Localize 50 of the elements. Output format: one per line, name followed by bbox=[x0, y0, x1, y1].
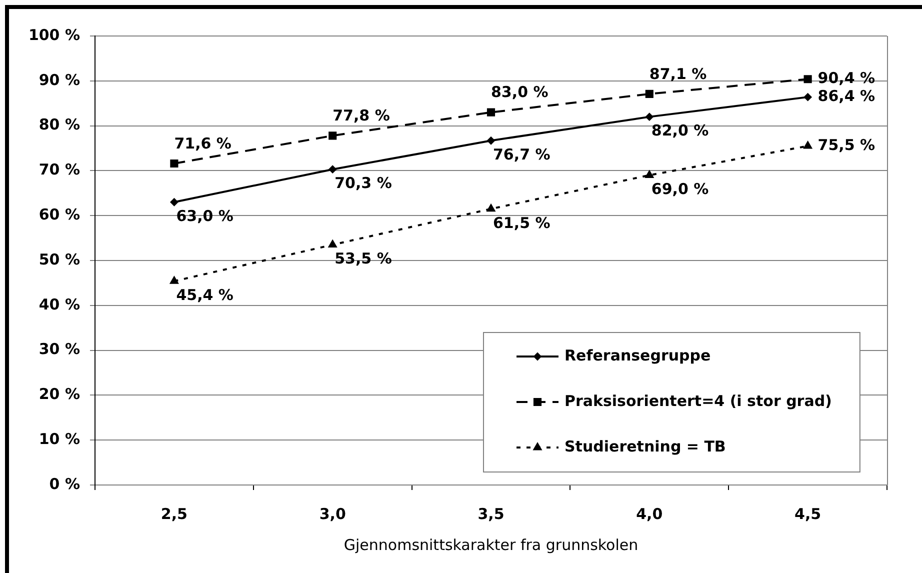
point bbox=[170, 159, 178, 168]
point bbox=[645, 170, 654, 178]
data-label: 76,7 % bbox=[493, 146, 550, 164]
y-tick-label: 40 % bbox=[38, 295, 80, 314]
legend-label: Referansegruppe bbox=[564, 346, 711, 364]
y-tick-label: 70 % bbox=[38, 160, 80, 179]
y-tick-label: 0 % bbox=[49, 474, 80, 493]
point bbox=[804, 75, 812, 84]
data-label: 61,5 % bbox=[493, 214, 550, 232]
legend-label: Praksisorientert=4 (i stor grad) bbox=[564, 392, 832, 410]
y-tick-label: 90 % bbox=[38, 70, 80, 89]
x-tick-label: 3,5 bbox=[478, 504, 504, 523]
point bbox=[328, 132, 337, 140]
point bbox=[645, 90, 654, 98]
data-label: 70,3 % bbox=[334, 174, 392, 192]
point bbox=[170, 276, 179, 284]
y-tick-label: 60 % bbox=[38, 205, 80, 224]
point bbox=[328, 165, 337, 174]
x-tick-label: 3,0 bbox=[319, 504, 346, 523]
data-label: 69,0 % bbox=[651, 180, 709, 198]
point bbox=[170, 198, 178, 206]
point bbox=[487, 136, 495, 145]
y-tick-label: 100 % bbox=[28, 26, 80, 44]
y-tick-label: 80 % bbox=[38, 116, 80, 134]
legend-label: Studieretning = TB bbox=[564, 437, 726, 456]
data-label: 53,5 % bbox=[334, 250, 392, 268]
data-label: 63,0 % bbox=[176, 207, 234, 226]
data-label: 45,4 % bbox=[176, 286, 234, 304]
data-label: 75,5 % bbox=[818, 136, 876, 154]
point bbox=[486, 108, 496, 116]
data-label: 87,1 % bbox=[649, 64, 707, 83]
data-label: 90,4 % bbox=[818, 68, 876, 87]
x-axis-title: Gjennomsnittskarakter fra grunnskolen bbox=[344, 536, 638, 554]
point bbox=[328, 240, 337, 248]
y-tick-label: 50 % bbox=[38, 250, 80, 268]
x-tick-label: 2,5 bbox=[160, 504, 188, 523]
data-label: 83,0 % bbox=[491, 83, 548, 102]
point bbox=[804, 93, 812, 102]
y-tick-label: 30 % bbox=[38, 340, 80, 358]
x-tick-label: 4,5 bbox=[794, 504, 822, 523]
data-label: 82,0 % bbox=[651, 122, 709, 140]
data-label: 71,6 % bbox=[174, 134, 232, 152]
y-tick-label: 10 % bbox=[38, 430, 80, 448]
x-tick-label: 4,0 bbox=[636, 504, 663, 523]
data-label: 77,8 % bbox=[332, 106, 390, 125]
data-label: 86,4 % bbox=[818, 86, 876, 105]
point bbox=[645, 112, 654, 121]
point bbox=[803, 141, 812, 149]
y-tick-label: 20 % bbox=[38, 385, 80, 404]
point bbox=[486, 204, 496, 212]
